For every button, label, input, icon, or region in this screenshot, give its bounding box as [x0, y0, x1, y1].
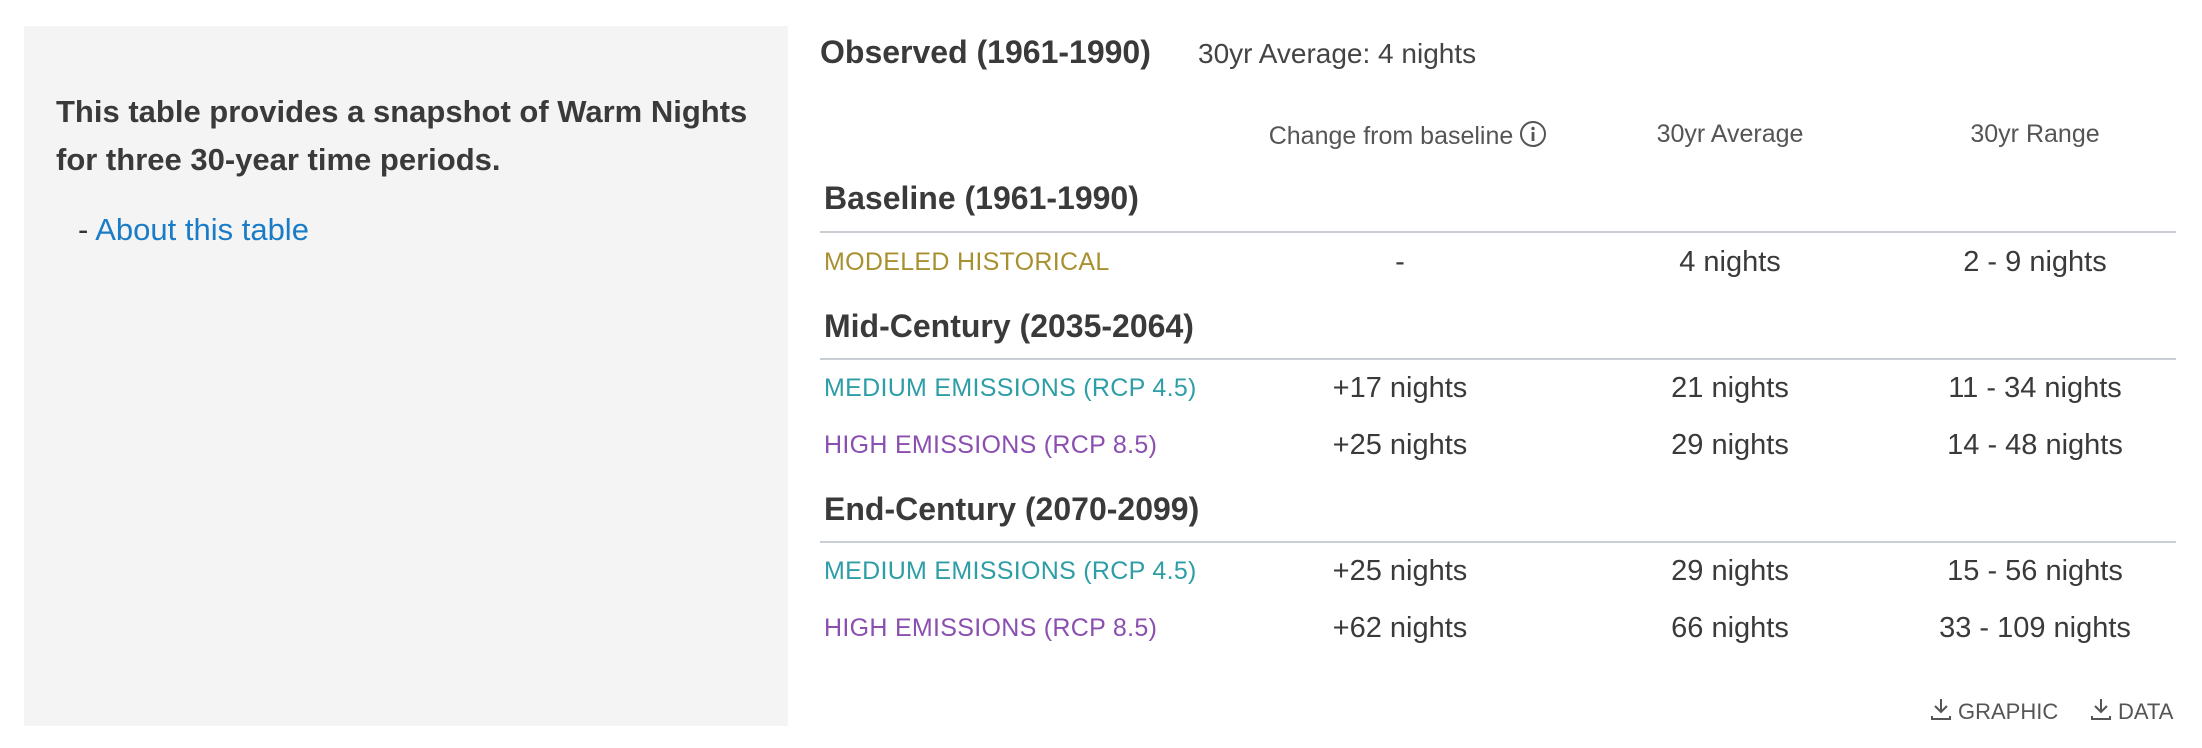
cell-average: 4 nights	[1679, 246, 1781, 278]
about-prefix: -	[78, 212, 96, 247]
about-row: - About this table	[78, 212, 756, 248]
row-label-historical: MODELED HISTORICAL	[824, 248, 1110, 276]
cell-range: 33 - 109 nights	[1939, 612, 2131, 644]
cell-range: 11 - 34 nights	[1948, 372, 2122, 404]
row-label-medium-emissions: MEDIUM EMISSIONS (RCP 4.5)	[824, 374, 1197, 402]
row-label-high-emissions: HIGH EMISSIONS (RCP 8.5)	[824, 431, 1158, 459]
section-divider	[820, 358, 2176, 360]
cell-average: 66 nights	[1671, 612, 1789, 644]
download-graphic-button[interactable]: GRAPHIC	[1928, 696, 2058, 728]
section-divider	[820, 541, 2176, 543]
observed-title: Observed (1961-1990)	[820, 34, 1151, 70]
column-header-change-label: Change from baseline	[1268, 122, 1514, 151]
cell-range: 14 - 48 nights	[1947, 429, 2123, 461]
download-graphic-label: GRAPHIC	[1958, 699, 2059, 724]
cell-change: +62 nights	[1332, 612, 1468, 644]
row-label-high-emissions: HIGH EMISSIONS (RCP 8.5)	[824, 614, 1158, 642]
cell-range: 2 - 9 nights	[1963, 246, 2107, 278]
section-title-end-century: End-Century (2070-2099)	[824, 491, 1200, 527]
cell-change: +25 nights	[1332, 429, 1468, 461]
cell-change: -	[1395, 246, 1405, 278]
sidebar-panel: This table provides a snapshot of Warm N…	[24, 26, 788, 726]
section-title-baseline: Baseline (1961-1990)	[824, 180, 1139, 216]
cell-change: +25 nights	[1332, 555, 1468, 587]
column-header-average: 30yr Average	[1656, 120, 1804, 148]
download-data-label: DATA	[2118, 699, 2174, 724]
download-data-button[interactable]: DATA	[2088, 696, 2173, 728]
download-icon	[1928, 696, 1954, 728]
section-divider	[820, 231, 2176, 233]
column-header-change: Change from baseline	[1248, 120, 1568, 155]
cell-change: +17 nights	[1332, 372, 1468, 404]
cell-average: 21 nights	[1671, 372, 1789, 404]
cell-average: 29 nights	[1671, 429, 1789, 461]
intro-text: This table provides a snapshot of Warm N…	[56, 94, 748, 177]
section-title-mid-century: Mid-Century (2035-2064)	[824, 308, 1194, 344]
summary-table: Observed (1961-1990) 30yr Average: 4 nig…	[820, 26, 2176, 726]
column-header-range: 30yr Range	[1970, 120, 2100, 148]
info-icon[interactable]	[1519, 120, 1547, 155]
download-icon	[2088, 696, 2114, 728]
cell-range: 15 - 56 nights	[1947, 555, 2123, 587]
row-label-medium-emissions: MEDIUM EMISSIONS (RCP 4.5)	[824, 557, 1197, 585]
cell-average: 29 nights	[1671, 555, 1789, 587]
about-table-link[interactable]: About this table	[95, 212, 309, 247]
observed-average: 30yr Average: 4 nights	[1198, 38, 1477, 69]
